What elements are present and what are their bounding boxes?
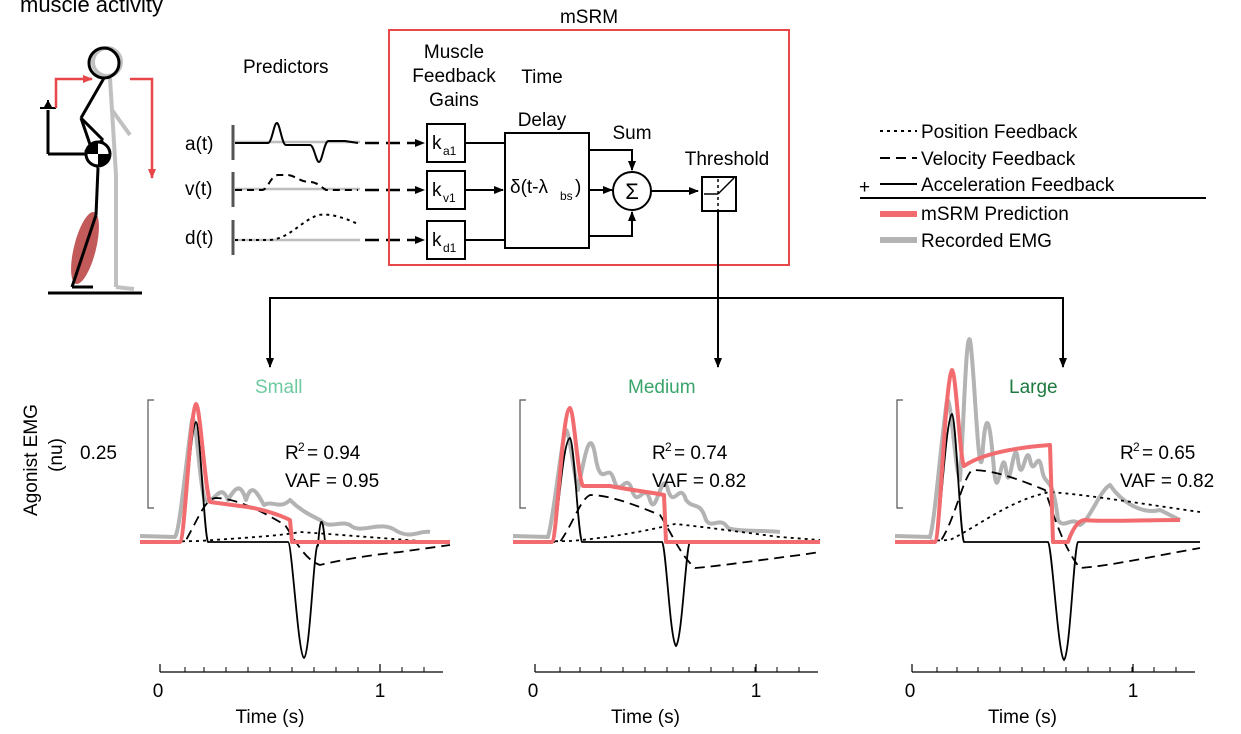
- panel-title: Small: [255, 377, 303, 398]
- recorded-emg-trace: [894, 337, 1181, 539]
- svg-text:k: k: [432, 180, 442, 201]
- emg-panel-large: Large R 2 = 0.65 VAF = 0.82 0 1 Time (s): [894, 337, 1214, 728]
- legend-plus: +: [859, 177, 870, 198]
- msrm-prediction-trace: [140, 402, 450, 544]
- r2-label: R: [652, 443, 666, 464]
- legend-label-prediction: mSRM Prediction: [921, 204, 1069, 225]
- delay-connectors: [589, 149, 636, 237]
- gains-title-2: Feedback: [412, 66, 496, 87]
- panel-title: Large: [1009, 377, 1058, 398]
- scale-bracket: [896, 399, 903, 509]
- velocity-feedback-trace: [513, 494, 821, 569]
- x-tick-label: 1: [751, 681, 762, 702]
- signal-label-d: d(t): [185, 228, 214, 249]
- r2-superscript: 2: [298, 440, 305, 454]
- x-axis-label: Time (s): [236, 707, 305, 728]
- gains-title-3: Gains: [429, 90, 479, 111]
- vaf-value: VAF = 0.95: [285, 471, 379, 492]
- scale-bracket: [147, 399, 154, 509]
- emg-panel-medium: Medium R 2 = 0.74 VAF = 0.82 0 1 Time (s): [512, 377, 821, 728]
- r2-label: R: [1120, 443, 1134, 464]
- svg-text:a1: a1: [443, 144, 457, 158]
- msrm-prediction-trace: [513, 406, 820, 544]
- x-tick-label: 1: [375, 681, 386, 702]
- x-axis-label: Time (s): [988, 707, 1057, 728]
- y-axis-unit: (nu): [46, 438, 67, 472]
- delay-box: δ(t-λ bs ): [504, 132, 590, 249]
- gain-box-a: k a1: [426, 123, 466, 163]
- gains-title-1: Muscle: [424, 42, 484, 63]
- stick-figure: [40, 46, 156, 295]
- vaf-value: VAF = 0.82: [1120, 471, 1214, 492]
- predictor-d: d(t): [185, 213, 360, 255]
- gray-skeleton: [91, 46, 135, 291]
- r2-superscript: 2: [665, 440, 672, 454]
- legend: Position Feedback Velocity Feedback + Ac…: [859, 122, 1206, 252]
- x-tick-label: 0: [528, 681, 539, 702]
- predictor-connectors: [365, 139, 425, 244]
- r2-value: = 0.65: [1142, 443, 1195, 464]
- threshold-title: Threshold: [685, 149, 770, 170]
- sum-title: Sum: [612, 123, 651, 144]
- black-skeleton: [46, 46, 142, 295]
- gain-connectors: [465, 142, 505, 241]
- panel-title: Medium: [628, 377, 696, 398]
- x-tick-label: 0: [153, 681, 164, 702]
- r2-value: = 0.94: [307, 443, 361, 464]
- recorded-emg-trace: [139, 417, 431, 539]
- scale-bar-value: 0.25: [80, 443, 117, 464]
- signal-label-a: a(t): [185, 134, 214, 155]
- legend-label-velocity: Velocity Feedback: [921, 149, 1076, 170]
- svg-text:bs: bs: [560, 189, 573, 203]
- signal-label-v: v(t): [185, 179, 212, 200]
- predictor-a: a(t): [185, 121, 360, 164]
- svg-text:Σ: Σ: [625, 179, 639, 204]
- position-feedback-trace: [512, 523, 821, 543]
- msrm-box: [388, 29, 790, 266]
- predictor-v: v(t): [185, 172, 360, 207]
- feedback-arrow-in: [54, 75, 93, 108]
- svg-text:d1: d1: [443, 241, 457, 255]
- velocity-feedback-trace: [140, 497, 451, 566]
- svg-text:v1: v1: [443, 191, 456, 205]
- predictors-title: Predictors: [243, 57, 329, 78]
- legend-label-position: Position Feedback: [921, 122, 1078, 143]
- y-axis-label: Agonist EMG: [21, 404, 42, 516]
- scale-bracket: [519, 399, 526, 509]
- velocity-feedback-trace: [895, 469, 1201, 569]
- acceleration-feedback-trace: [895, 412, 1200, 662]
- r2-superscript: 2: [1133, 440, 1140, 454]
- center-of-mass-icon: [84, 140, 112, 168]
- delay-title-2: Delay: [518, 110, 567, 131]
- sum-node: Σ: [612, 171, 652, 211]
- svg-text:): ): [575, 177, 581, 198]
- svg-text:k: k: [432, 230, 442, 251]
- msrm-prediction-trace: [895, 368, 1181, 544]
- header-title: muscle activity: [20, 0, 163, 17]
- gain-box-d: k d1: [426, 220, 466, 260]
- gain-box-v: k v1: [426, 170, 466, 210]
- vaf-value: VAF = 0.82: [652, 471, 746, 492]
- delay-title-1: Time: [521, 67, 563, 88]
- output-arrows: [266, 211, 1067, 368]
- threshold-box: [701, 176, 737, 212]
- acceleration-feedback-trace: [513, 437, 820, 648]
- legend-label-recorded: Recorded EMG: [921, 231, 1052, 252]
- r2-value: = 0.74: [674, 443, 728, 464]
- r2-label: R: [285, 443, 299, 464]
- x-axis-label: Time (s): [611, 707, 680, 728]
- svg-text:k: k: [432, 133, 442, 154]
- x-tick-label: 1: [1128, 681, 1139, 702]
- legend-label-acceleration: Acceleration Feedback: [921, 175, 1115, 196]
- svg-text:δ(t-λ: δ(t-λ: [510, 177, 549, 198]
- x-tick-label: 0: [905, 681, 916, 702]
- emg-panel-small: Small R 2 = 0.94 VAF = 0.95 0 1 Time (s): [139, 377, 451, 728]
- feedback-arrow-out: [130, 77, 156, 179]
- msrm-title: mSRM: [560, 7, 618, 28]
